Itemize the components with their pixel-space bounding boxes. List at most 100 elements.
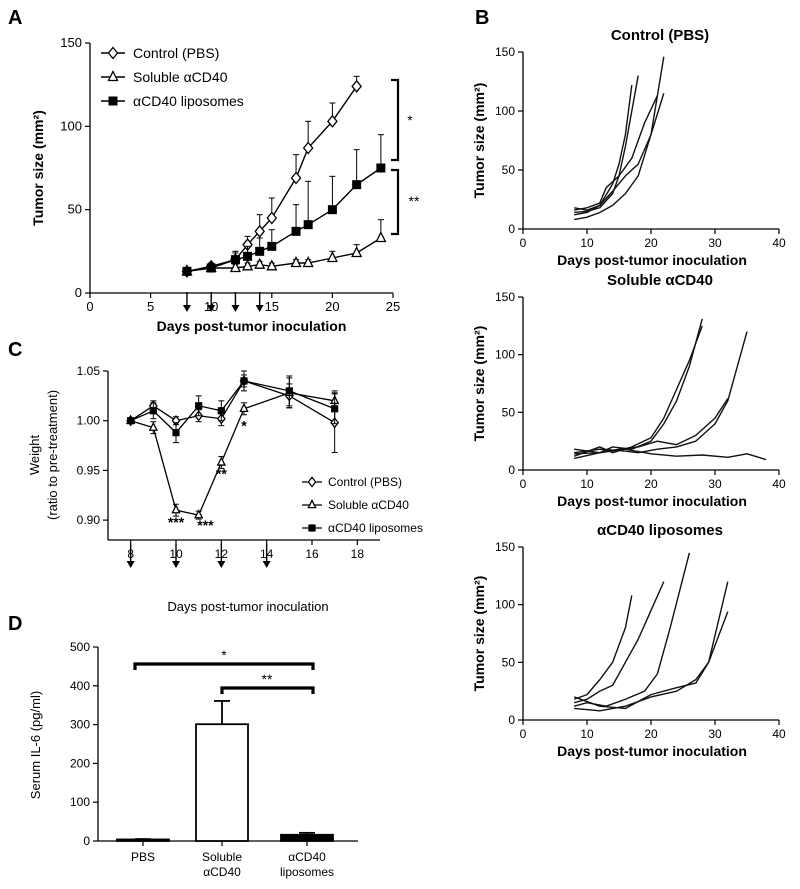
panel-b1-ytick-label: 50 [502, 163, 516, 177]
panel-a-ytick-label: 100 [60, 118, 82, 133]
panel-b2-mouse-line-0 [574, 318, 703, 454]
panel-c-xtick-label: 18 [351, 547, 365, 561]
panel-b3-ytick-label: 150 [495, 540, 515, 554]
panel-b2-ytick-label: 150 [495, 290, 515, 304]
panel-a-point [302, 256, 314, 268]
panel-d-ytick-label: 300 [70, 718, 90, 732]
panel-b2-xlabel: Days post-tumor inoculation [557, 493, 747, 509]
panel-c-legend-label: Soluble αCD40 [328, 498, 409, 512]
panel-b3-xtick-label: 30 [708, 727, 722, 741]
panel-a-legend-label: αCD40 liposomes [133, 93, 244, 109]
panel-b2-title: Soluble αCD40 [607, 272, 713, 289]
panel-a-ytick-label: 150 [60, 35, 82, 50]
panel-a-point [351, 79, 362, 93]
panel-a-point [243, 251, 253, 261]
panel-c-point [331, 405, 339, 413]
panel-c-ytick-label: 1.05 [77, 364, 101, 378]
panel-b3-ytick-label: 50 [502, 655, 516, 669]
panel-c-xtick-label: 16 [305, 547, 319, 561]
panel-b2-mouse-line-4 [574, 448, 767, 461]
panel-b2-xtick-label: 40 [772, 477, 786, 491]
panel-a-point [327, 205, 337, 215]
panel-a-point [326, 251, 338, 263]
panel-a-sig-label: ** [409, 193, 420, 209]
panel-c-sig-label: * [241, 418, 247, 434]
panel-c-point [239, 402, 249, 413]
panel-b2-ylabel: Tumor size (mm²) [471, 326, 487, 442]
panel-c-treatment-arrow-head [217, 561, 226, 568]
panel-a-legend-marker [107, 46, 119, 60]
panel-a-point [290, 171, 302, 185]
panel-a-treatment-arrow-head [207, 305, 216, 312]
panel-a-point [254, 224, 266, 238]
panel-c-treatment-arrow-head [262, 561, 271, 568]
panel-c-point [149, 407, 157, 415]
panel-c-series-line-0 [130, 380, 335, 424]
panel-a-point [266, 259, 278, 271]
panel-letter-D: D [8, 613, 22, 635]
panel-a-point [376, 163, 386, 173]
panel-b2-xtick-label: 10 [580, 477, 594, 491]
panel-c-ylabel: Weight [27, 435, 42, 476]
panel-a-ytick-label: 0 [75, 285, 82, 300]
panel-a-point [375, 231, 387, 243]
panel-a-legend-marker [107, 70, 119, 82]
panel-b1-mouse-line-2 [574, 95, 659, 211]
panel-d-ytick-label: 100 [70, 795, 90, 809]
panel-c-legend-marker [307, 498, 317, 509]
panel-c-series-line-1 [130, 392, 335, 516]
panel-d-sig-label: * [221, 647, 227, 663]
panel-b1-xlabel: Days post-tumor inoculation [557, 252, 747, 268]
panel-b1-xtick-label: 0 [520, 236, 527, 250]
panel-b1-xtick-label: 20 [644, 236, 658, 250]
panel-c-legend-label: Control (PBS) [328, 475, 402, 489]
panel-d-ytick-label: 400 [70, 679, 90, 693]
panel-d-bar [280, 833, 334, 842]
panel-b3-xtick-label: 10 [580, 727, 594, 741]
panel-a-legend-label: Control (PBS) [133, 45, 219, 61]
panel-a-point [242, 259, 254, 271]
panel-c-ytick-label: 1.00 [77, 414, 101, 428]
panel-d-sig-label: ** [262, 671, 273, 687]
panel-b1-xtick-label: 10 [580, 236, 594, 250]
panel-b1-mouse-line-3 [574, 56, 665, 221]
panel-a-point [182, 266, 192, 276]
panel-b2-ytick-label: 100 [495, 348, 515, 362]
panel-c-legend-marker [307, 476, 317, 488]
panel-c-legend-label: αCD40 liposomes [328, 521, 423, 535]
panel-d-bar [195, 723, 249, 842]
panel-b3-mouse-line-2 [574, 552, 691, 707]
panel-c-point [171, 504, 181, 514]
panel-b3-title: αCD40 liposomes [597, 522, 723, 539]
panel-c-point [240, 377, 248, 385]
panel-b1-ytick-label: 150 [495, 45, 515, 59]
panel-d-category-label: PBS [131, 850, 155, 864]
panel-b3-xlabel: Days post-tumor inoculation [557, 743, 747, 759]
panel-b1-ytick-label: 100 [495, 104, 515, 118]
panel-d-ytick-label: 500 [70, 640, 90, 654]
panel-b3-mouse-line-0 [573, 595, 633, 700]
panel-a-point [206, 263, 216, 273]
panel-a-point [352, 180, 362, 190]
panel-a-point [254, 257, 266, 269]
panel-b1-title: Control (PBS) [611, 27, 709, 44]
panel-a-sig-bracket [391, 168, 400, 236]
panel-b1-ytick-label: 0 [508, 222, 515, 236]
panel-d-ylabel: Serum IL-6 (pg/ml) [28, 691, 43, 799]
panel-a-sig-bracket [391, 78, 400, 162]
panel-a-point [267, 241, 277, 251]
panel-a-point [291, 226, 301, 236]
panel-a-ytick-label: 50 [68, 202, 82, 217]
panel-a-xtick-label: 5 [147, 299, 154, 314]
panel-b2-mouse-line-1 [573, 325, 703, 457]
panel-a-point [255, 246, 265, 256]
panel-c-point [285, 387, 293, 395]
panel-c-series-line-2 [130, 380, 335, 434]
panel-c-point [195, 402, 203, 410]
panel-b2-ytick-label: 50 [502, 405, 516, 419]
panel-a-point [302, 141, 314, 155]
panel-b3-ytick-label: 0 [508, 713, 515, 727]
panel-c-treatment-arrow-head [172, 561, 180, 568]
panel-b2-xtick-label: 30 [708, 477, 722, 491]
panel-a-xtick-label: 0 [86, 299, 93, 314]
